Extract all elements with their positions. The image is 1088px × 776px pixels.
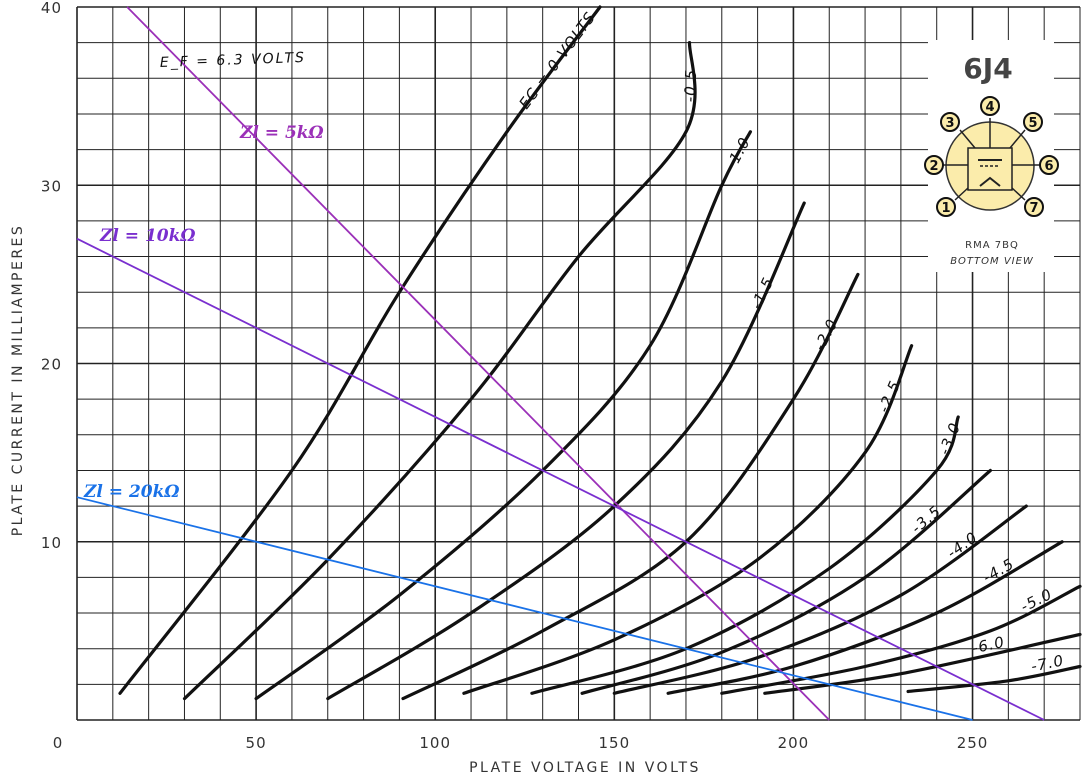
x-axis-tick-labels: 0 50 100 150 200 250 <box>53 734 989 752</box>
grid-voltage-curve <box>254 130 752 701</box>
x-tick-label: 250 <box>957 734 989 752</box>
x-tick-label: 150 <box>599 734 631 752</box>
x-axis-title: PLATE VOLTAGE IN VOLTS <box>469 760 701 776</box>
grid-voltage-curve <box>906 664 1082 694</box>
y-axis-title: PLATE CURRENT IN MILLIAMPERES <box>10 224 26 537</box>
base-view-label: BOTTOM VIEW <box>950 256 1034 267</box>
grid-voltage-curve <box>720 584 1082 695</box>
base-pin <box>1023 112 1043 132</box>
y-tick-label: 10 <box>41 534 62 552</box>
load-lines <box>76 6 1045 721</box>
tube-type-title: 6J4 <box>963 52 1012 85</box>
y-axis-tick-labels: 10 20 30 40 <box>41 0 62 552</box>
y-tick-label: 40 <box>41 0 62 17</box>
load-line-label: Zl = 10kΩ <box>99 226 196 246</box>
curve-label: -2.5 <box>875 378 905 416</box>
curve-label: -1.5 <box>747 274 777 312</box>
base-pin <box>980 96 1000 116</box>
base-pin-number: 5 <box>1028 116 1037 131</box>
curve-label: -4.0 <box>944 528 982 562</box>
curve-label: -3.0 <box>935 420 964 458</box>
base-pin-number: 4 <box>985 100 994 115</box>
grid-voltage-curve <box>530 415 960 695</box>
load-line-labels: Zl = 5kΩ Zl = 10kΩ Zl = 20kΩ <box>83 123 324 502</box>
grid-voltage-curve <box>462 344 914 695</box>
base-pin-number: 3 <box>945 116 954 131</box>
x-tick-label: 0 <box>53 734 64 752</box>
y-tick-label: 20 <box>41 356 62 374</box>
x-tick-label: 50 <box>246 734 267 752</box>
base-pin <box>1039 155 1059 175</box>
x-tick-label: 200 <box>778 734 810 752</box>
grid-voltage-curve <box>118 5 602 695</box>
curve-label: -1.0 <box>722 134 754 172</box>
curve-label: -3.5 <box>908 502 945 537</box>
x-tick-label: 100 <box>419 734 451 752</box>
base-pin <box>924 155 944 175</box>
base-pins: 1 2 3 4 5 6 7 <box>924 96 1059 217</box>
base-diagram-icon <box>943 118 1040 211</box>
grid-voltage-curve <box>580 468 992 695</box>
base-pin <box>940 112 960 132</box>
curve-label: -4.5 <box>980 555 1018 587</box>
grid-voltage-curve <box>182 41 697 701</box>
grid-voltage-curve <box>666 540 1064 695</box>
load-line <box>126 6 830 721</box>
base-pin-number: 7 <box>1029 201 1038 216</box>
load-line <box>76 237 1045 721</box>
tube-base-inset: 6J4 1 2 3 4 5 6 7 RMA 7BQ BOTTOM VIEW <box>924 40 1059 272</box>
base-pin-number: 2 <box>929 159 938 174</box>
grid-voltage-curve <box>612 504 1028 695</box>
base-pin <box>936 197 956 217</box>
y-tick-label: 30 <box>41 177 62 195</box>
load-line-label: Zl = 5kΩ <box>239 123 324 143</box>
curve-label: -0.5 <box>681 69 700 103</box>
filament-voltage-label: E_F = 6.3 VOLTS <box>160 50 307 71</box>
base-pin-number: 6 <box>1044 159 1053 174</box>
load-line-label: Zl = 20kΩ <box>83 482 180 502</box>
base-pin-number: 1 <box>941 201 950 216</box>
base-type-label: RMA 7BQ <box>965 240 1019 251</box>
curve-label: EC = 0 VOLTS <box>515 8 599 112</box>
load-line <box>76 496 973 721</box>
base-pin <box>1024 197 1044 217</box>
chart-grid <box>76 6 1081 721</box>
